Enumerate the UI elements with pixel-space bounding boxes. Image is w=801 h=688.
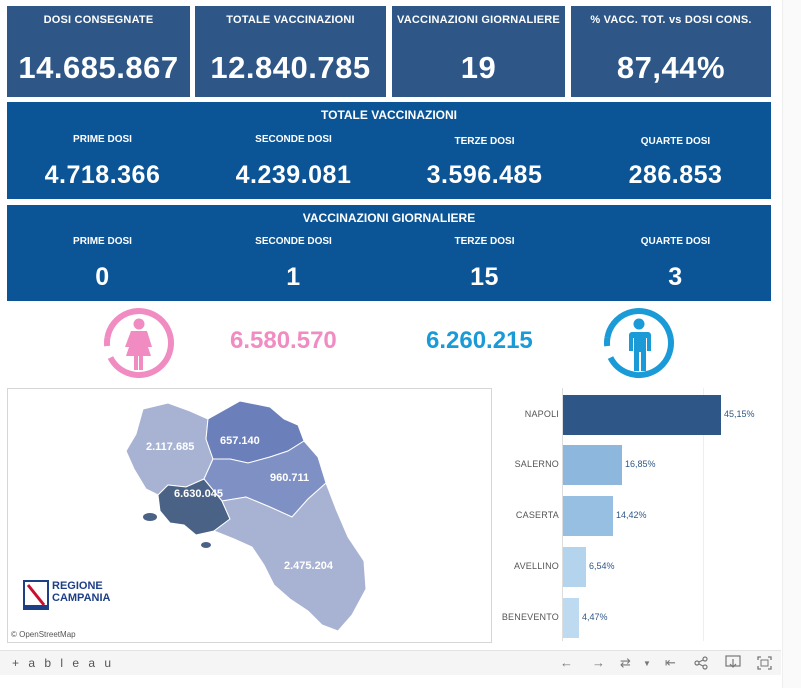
column-value: 1 <box>286 263 301 291</box>
campania-map[interactable]: 2.117.685 657.140 6.630.045 960.711 2.47… <box>7 388 492 643</box>
regione-campania-logo: REGIONE CAMPANIA <box>23 580 110 615</box>
bar-value-label: 6,54% <box>589 561 615 571</box>
download-icon[interactable] <box>725 655 741 670</box>
kpi-value: 87,44% <box>616 50 726 85</box>
bar-value-label: 14,42% <box>616 510 647 520</box>
bar-salerno[interactable] <box>563 445 622 485</box>
kpi-totale-vaccinazioni: TOTALE VACCINAZIONI 12.840.785 <box>195 6 386 97</box>
male-count: 6.260.215 <box>426 327 533 354</box>
bar-value-label: 16,85% <box>625 459 656 469</box>
bar-category-label: AVELLINO <box>514 561 559 571</box>
label-benevento: 657.140 <box>220 435 260 447</box>
column-label: SECONDE DOSI <box>255 236 332 247</box>
column-value: 3 <box>668 263 683 291</box>
island-capri <box>201 542 211 548</box>
bar-row-napoli[interactable]: NAPOLI 45,15% <box>497 395 773 435</box>
bar-category-label: SALERNO <box>514 459 559 469</box>
bar-value-label: 45,15% <box>724 409 755 419</box>
female-icon <box>104 308 174 379</box>
panel-title: TOTALE VACCINAZIONI <box>321 108 457 122</box>
bar-category-label: CASERTA <box>515 510 559 520</box>
totale-quarte-dosi: QUARTE DOSI 286.853 <box>580 136 771 190</box>
province-bar-chart: NAPOLI 45,15% SALERNO 16,85% CASERTA 14,42% AV… <box>497 388 773 641</box>
bar-avellino[interactable] <box>563 547 586 587</box>
chart-gridline <box>703 388 704 641</box>
totale-vaccinazioni-panel: TOTALE VACCINAZIONI PRIME DOSI 4.718.366… <box>7 102 771 199</box>
kpi-vaccinazioni-giornaliere: VACCINAZIONI GIORNALIERE 19 <box>392 6 565 97</box>
map-attribution[interactable]: © OpenStreetMap <box>11 630 76 639</box>
giornaliere-seconde-dosi: SECONDE DOSI 1 <box>198 236 389 292</box>
label-salerno: 2.475.204 <box>284 560 334 572</box>
bar-row-avellino[interactable]: AVELLINO 6,54% <box>497 547 773 587</box>
regione-shield-icon <box>23 580 49 610</box>
giornaliere-prime-dosi: PRIME DOSI 0 <box>7 236 198 292</box>
column-value: 4.239.081 <box>235 161 352 189</box>
column-label: TERZE DOSI <box>454 136 515 147</box>
kpi-label: VACCINAZIONI GIORNALIERE <box>397 14 560 26</box>
bar-row-salerno[interactable]: SALERNO 16,85% <box>497 445 773 485</box>
bar-row-benevento[interactable]: BENEVENTO 4,47% <box>497 598 773 638</box>
column-value: 286.853 <box>628 161 723 189</box>
column-value: 0 <box>95 263 110 291</box>
kpi-percentuale-vaccinazioni: % VACC. TOT. vs DOSI CONS. 87,44% <box>571 6 771 97</box>
column-label: PRIME DOSI <box>73 236 132 247</box>
label-caserta: 2.117.685 <box>146 441 194 453</box>
bar-row-caserta[interactable]: CASERTA 14,42% <box>497 496 773 536</box>
bar-napoli[interactable] <box>563 395 721 435</box>
giornaliere-quarte-dosi: QUARTE DOSI 3 <box>580 236 771 292</box>
kpi-label: TOTALE VACCINAZIONI <box>226 14 355 26</box>
column-label: SECONDE DOSI <box>255 134 332 145</box>
bar-benevento[interactable] <box>563 598 579 638</box>
kpi-label: % VACC. TOT. vs DOSI CONS. <box>590 14 752 26</box>
pause-button[interactable]: ⇤ <box>665 655 676 670</box>
map-svg: 2.117.685 657.140 6.630.045 960.711 2.47… <box>125 400 367 632</box>
column-value: 15 <box>470 263 499 291</box>
tableau-logo[interactable]: + a b l e a u <box>12 656 115 670</box>
logo-line1: REGIONE <box>52 580 103 592</box>
totale-prime-dosi: PRIME DOSI 4.718.366 <box>7 134 198 190</box>
label-avellino: 960.711 <box>270 472 309 484</box>
chart-axis-line <box>562 388 563 641</box>
bar-category-label: BENEVENTO <box>501 612 559 622</box>
island-ischia <box>143 513 157 521</box>
female-count: 6.580.570 <box>230 327 337 354</box>
totale-seconde-dosi: SECONDE DOSI 4.239.081 <box>198 134 389 190</box>
column-label: PRIME DOSI <box>73 134 132 145</box>
vertical-scrollbar[interactable] <box>782 0 801 688</box>
redo-button[interactable]: → <box>592 655 605 670</box>
undo-button[interactable]: ← <box>560 655 573 670</box>
vaccinazioni-giornaliere-panel: VACCINAZIONI GIORNALIERE PRIME DOSI 0 SE… <box>7 205 771 301</box>
tableau-toolbar: + a b l e a u ← → ⇄ ▼ ⇤ <box>0 650 781 675</box>
kpi-value: 14.685.867 <box>18 50 179 85</box>
panel-title: VACCINAZIONI GIORNALIERE <box>302 211 476 225</box>
column-value: 4.718.366 <box>44 161 161 189</box>
column-value: 3.596.485 <box>426 161 543 189</box>
kpi-dosi-consegnate: DOSI CONSEGNATE 14.685.867 <box>7 6 190 97</box>
column-label: TERZE DOSI <box>454 236 515 247</box>
bar-caserta[interactable] <box>563 496 613 536</box>
totale-terze-dosi: TERZE DOSI 3.596.485 <box>389 136 580 190</box>
label-napoli: 6.630.045 <box>174 488 223 500</box>
revert-dropdown-icon[interactable]: ▼ <box>643 659 651 668</box>
kpi-label: DOSI CONSEGNATE <box>43 14 154 26</box>
fullscreen-icon[interactable] <box>757 656 772 670</box>
bar-value-label: 4,47% <box>582 612 608 622</box>
kpi-value: 12.840.785 <box>210 50 371 85</box>
province-salerno[interactable] <box>212 482 367 632</box>
column-label: QUARTE DOSI <box>640 136 711 147</box>
column-label: QUARTE DOSI <box>640 236 711 247</box>
male-icon <box>604 308 674 379</box>
logo-line2: CAMPANIA <box>52 592 111 604</box>
giornaliere-terze-dosi: TERZE DOSI 15 <box>389 236 580 292</box>
kpi-value: 19 <box>460 50 497 85</box>
revert-button[interactable]: ⇄ <box>620 655 631 670</box>
bar-category-label: NAPOLI <box>524 409 559 419</box>
share-icon[interactable] <box>694 656 708 670</box>
